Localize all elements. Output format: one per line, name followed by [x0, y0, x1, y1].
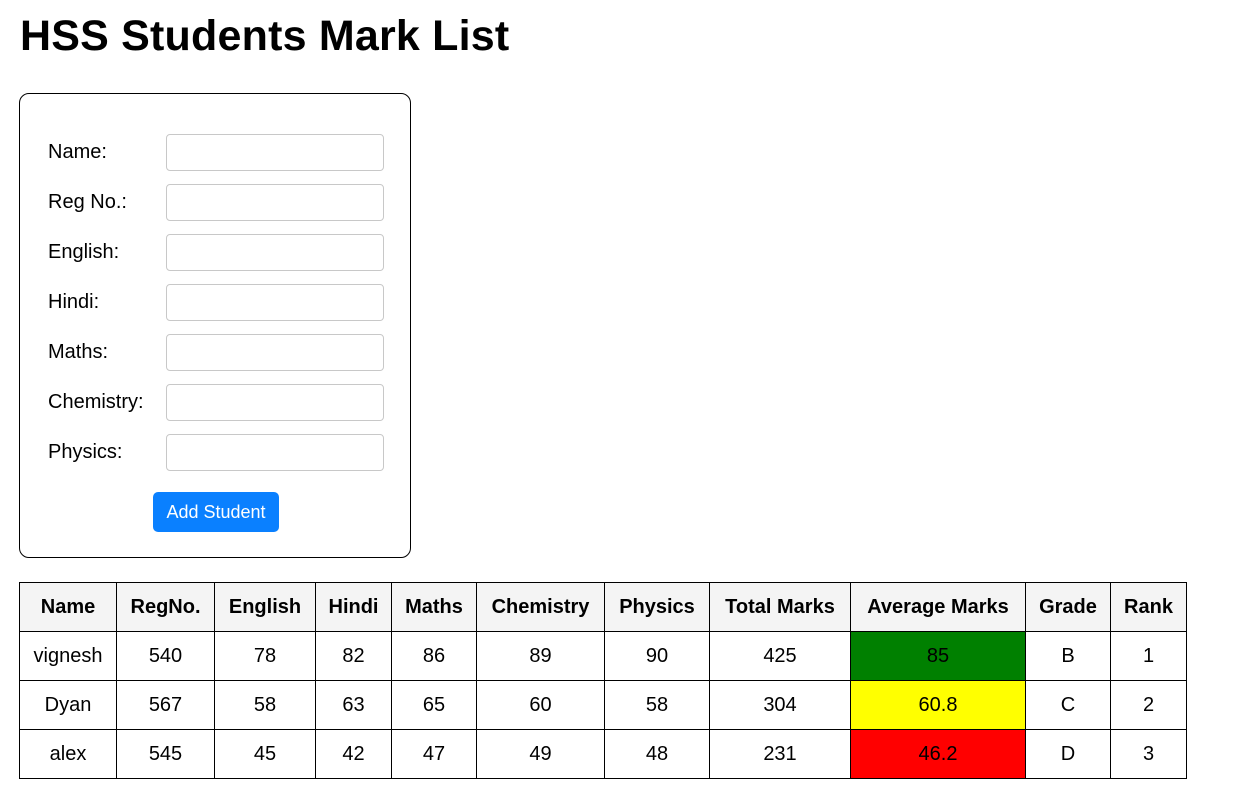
- average-marks-cell: 60.8: [850, 680, 1026, 730]
- table-row: alex 545 45 42 47 49 48 231 46.2 D 3: [19, 729, 1187, 779]
- grade-cell: B: [1025, 631, 1111, 681]
- hindi-input[interactable]: [166, 284, 384, 321]
- physics-cell: 58: [604, 680, 710, 730]
- rank-cell: 2: [1110, 680, 1187, 730]
- column-header: Physics: [604, 582, 710, 632]
- table-row: vignesh 540 78 82 86 89 90 425 85 B 1: [19, 631, 1187, 681]
- student-name-cell: vignesh: [19, 631, 117, 681]
- column-header: Chemistry: [476, 582, 605, 632]
- average-marks-cell: 85: [850, 631, 1026, 681]
- page-title: HSS Students Mark List: [20, 12, 510, 60]
- total-marks-cell: 231: [709, 729, 851, 779]
- maths-cell: 65: [391, 680, 477, 730]
- maths-cell: 47: [391, 729, 477, 779]
- grade-cell: C: [1025, 680, 1111, 730]
- maths-row: Maths:: [48, 334, 384, 371]
- english-cell: 78: [214, 631, 316, 681]
- english-cell: 58: [214, 680, 316, 730]
- regno-cell: 567: [116, 680, 215, 730]
- rank-cell: 3: [1110, 729, 1187, 779]
- physics-cell: 48: [604, 729, 710, 779]
- regno-cell: 545: [116, 729, 215, 779]
- column-header: Name: [19, 582, 117, 632]
- total-marks-cell: 425: [709, 631, 851, 681]
- average-marks-cell: 46.2: [850, 729, 1026, 779]
- column-header: Maths: [391, 582, 477, 632]
- reg-no-label: Reg No.:: [48, 191, 127, 213]
- physics-row: Physics:: [48, 434, 384, 471]
- hindi-cell: 82: [315, 631, 392, 681]
- add-student-form: Name: Reg No.: English: Hindi: Maths: Ch…: [19, 93, 411, 558]
- hindi-label: Hindi:: [48, 291, 100, 313]
- english-cell: 45: [214, 729, 316, 779]
- table-header-row: Name RegNo. English Hindi Maths Chemistr…: [19, 582, 1187, 632]
- marks-table: Name RegNo. English Hindi Maths Chemistr…: [19, 582, 1187, 779]
- column-header: Average Marks: [850, 582, 1026, 632]
- grade-cell: D: [1025, 729, 1111, 779]
- maths-label: Maths:: [48, 341, 109, 363]
- physics-input[interactable]: [166, 434, 384, 471]
- regno-cell: 540: [116, 631, 215, 681]
- maths-input[interactable]: [166, 334, 384, 371]
- column-header: English: [214, 582, 316, 632]
- rank-cell: 1: [1110, 631, 1187, 681]
- student-name-cell: Dyan: [19, 680, 117, 730]
- chemistry-cell: 89: [476, 631, 605, 681]
- add-student-button[interactable]: Add Student: [153, 492, 279, 532]
- name-row: Name:: [48, 134, 384, 171]
- chemistry-input[interactable]: [166, 384, 384, 421]
- name-input[interactable]: [166, 134, 384, 171]
- english-label: English:: [48, 241, 120, 263]
- chemistry-label: Chemistry:: [48, 391, 144, 413]
- maths-cell: 86: [391, 631, 477, 681]
- column-header: RegNo.: [116, 582, 215, 632]
- student-name-cell: alex: [19, 729, 117, 779]
- table-row: Dyan 567 58 63 65 60 58 304 60.8 C 2: [19, 680, 1187, 730]
- english-input[interactable]: [166, 234, 384, 271]
- column-header: Rank: [1110, 582, 1187, 632]
- chemistry-row: Chemistry:: [48, 384, 384, 421]
- hindi-cell: 42: [315, 729, 392, 779]
- english-row: English:: [48, 234, 384, 271]
- chemistry-cell: 49: [476, 729, 605, 779]
- column-header: Grade: [1025, 582, 1111, 632]
- reg-no-input[interactable]: [166, 184, 384, 221]
- name-label: Name:: [48, 141, 107, 163]
- hindi-row: Hindi:: [48, 284, 384, 321]
- chemistry-cell: 60: [476, 680, 605, 730]
- hindi-cell: 63: [315, 680, 392, 730]
- physics-label: Physics:: [48, 441, 123, 463]
- column-header: Total Marks: [709, 582, 851, 632]
- column-header: Hindi: [315, 582, 392, 632]
- physics-cell: 90: [604, 631, 710, 681]
- total-marks-cell: 304: [709, 680, 851, 730]
- reg-no-row: Reg No.:: [48, 184, 384, 221]
